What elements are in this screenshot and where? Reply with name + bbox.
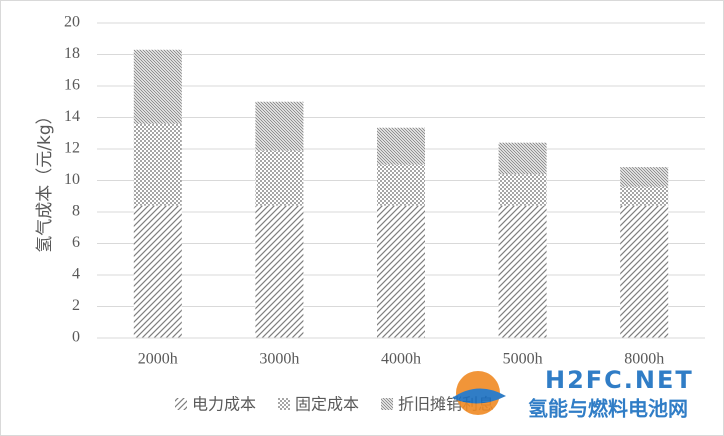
y-tick-label: 8 [72,203,80,220]
bar-segment [620,186,669,206]
y-tick-label: 2 [72,297,80,314]
bar-segment [255,150,304,206]
bar-segment [620,167,669,187]
watermark: H2FC.NET 氢能与燃料电池网 [452,366,694,421]
legend-swatch [175,398,187,410]
bar-segment [377,205,425,338]
legend-label: 固定成本 [295,395,359,414]
x-tick-label: 8000h [624,351,664,368]
x-tick-label: 2000h [138,351,178,368]
legend-label: 电力成本 [192,395,256,414]
y-tick-label: 4 [72,266,80,283]
watermark-brand: H2FC.NET [545,366,694,394]
bar-segment [498,205,547,338]
y-tick-label: 12 [64,140,80,157]
y-tick-label: 18 [64,45,80,62]
y-tick-label: 10 [64,171,80,188]
bar-segment [498,174,547,206]
bar-segment [133,123,182,206]
x-tick-label: 4000h [381,351,421,368]
y-tick-label: 0 [72,329,80,346]
legend-swatch [278,398,291,410]
bar-segment [133,205,182,338]
y-tick-label: 16 [64,77,80,94]
bar-segment [255,101,304,151]
watermark-name: 氢能与燃料电池网 [528,397,688,421]
bar-segment [133,49,182,124]
x-tick-label: 5000h [503,351,543,368]
legend-swatch [381,398,394,410]
y-tick-label: 6 [72,234,80,251]
bar-segment [377,127,425,165]
bar-segment [498,142,547,175]
y-tick-label: 14 [64,108,80,125]
bar-segment [255,205,304,338]
y-axis-label: 氢气成本（元/kg） [35,107,55,252]
watermark-wave [452,388,506,404]
bar-segment [620,205,669,338]
bar-segment [377,164,425,206]
x-tick-label: 3000h [259,351,299,368]
y-tick-label: 20 [64,14,80,31]
